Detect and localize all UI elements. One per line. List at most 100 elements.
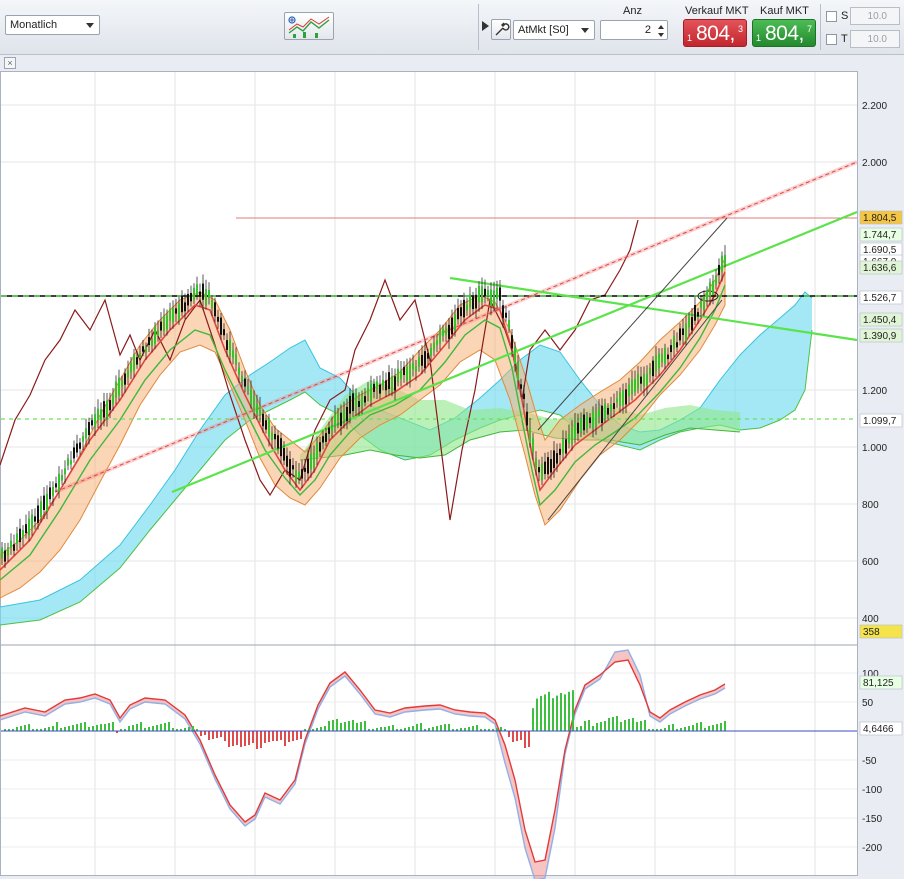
price-label-value: 1.450,4 bbox=[863, 315, 897, 326]
ichimoku-cloud-cyan bbox=[0, 292, 812, 625]
candle-body-71 bbox=[214, 302, 216, 317]
target-input[interactable]: 10.0 bbox=[850, 30, 900, 48]
histogram-bar-117 bbox=[472, 726, 474, 731]
candle-body-231 bbox=[694, 305, 696, 321]
histogram-bar-42 bbox=[172, 728, 174, 731]
momentum-line-darkred bbox=[0, 219, 639, 521]
histogram-bar-141 bbox=[568, 691, 570, 731]
histogram-bar-91 bbox=[368, 729, 370, 731]
candle-body-65 bbox=[196, 284, 198, 296]
buy-market-button[interactable]: 1 804, 7 bbox=[752, 19, 816, 47]
candle-body-180 bbox=[541, 463, 543, 481]
candle-body-106 bbox=[319, 442, 321, 452]
histogram-bar-168 bbox=[676, 729, 678, 731]
sell-label: Verkauf MKT bbox=[685, 5, 749, 17]
price-label-value: 1.526,7 bbox=[863, 293, 897, 304]
histogram-bar-160 bbox=[644, 720, 646, 731]
quantity-stepper[interactable]: 2 bbox=[600, 20, 668, 40]
histogram-bar-138 bbox=[556, 695, 558, 731]
stepper-arrows-icon[interactable] bbox=[657, 24, 665, 38]
histogram-bar-3 bbox=[16, 727, 18, 731]
price-tick-label: 1.200 bbox=[862, 386, 887, 397]
price-label-box bbox=[859, 624, 903, 639]
candle-body-49 bbox=[148, 337, 150, 346]
toolbar-divider bbox=[478, 4, 479, 50]
drawing-tools-button[interactable] bbox=[284, 12, 334, 40]
osc-label-box bbox=[859, 675, 903, 690]
candle-body-108 bbox=[325, 433, 327, 442]
candle-body-192 bbox=[577, 422, 579, 434]
histogram-bar-92 bbox=[372, 729, 374, 731]
chart-panel[interactable] bbox=[0, 71, 858, 876]
close-chart-icon[interactable]: × bbox=[4, 57, 16, 69]
candle-body-113 bbox=[340, 412, 342, 426]
candle-body-20 bbox=[61, 474, 63, 481]
candle-body-177 bbox=[532, 437, 534, 453]
histogram-bar-123 bbox=[496, 728, 498, 731]
candle-body-7 bbox=[22, 530, 24, 538]
histogram-bar-129 bbox=[520, 731, 522, 740]
histogram-bar-36 bbox=[148, 727, 150, 731]
candle-body-112 bbox=[337, 412, 339, 421]
candle-body-100 bbox=[301, 469, 303, 479]
osc-label-value: 81,125 bbox=[863, 678, 894, 689]
settings-wrench-button[interactable] bbox=[491, 19, 511, 40]
candle-body-62 bbox=[187, 293, 189, 306]
price-label-value: 1.099,7 bbox=[863, 416, 897, 427]
histogram-bar-65 bbox=[264, 731, 266, 743]
osc-tick-label: -100 bbox=[862, 785, 882, 796]
play-right-icon[interactable] bbox=[481, 20, 491, 32]
candle-body-176 bbox=[529, 427, 531, 444]
candle-body-143 bbox=[430, 347, 432, 356]
candle-body-38 bbox=[115, 381, 117, 398]
histogram-bar-171 bbox=[688, 726, 690, 731]
stop-input[interactable]: 10.0 bbox=[850, 7, 900, 25]
sell-market-button[interactable]: 1 804, 3 bbox=[683, 19, 747, 47]
candle-body-158 bbox=[475, 294, 477, 309]
histogram-bar-104 bbox=[420, 723, 422, 731]
candle-body-55 bbox=[166, 315, 168, 330]
stop-label: S bbox=[841, 10, 849, 22]
candle-body-33 bbox=[100, 409, 102, 421]
candle-body-189 bbox=[568, 433, 570, 444]
chart-tools-icon bbox=[288, 16, 330, 38]
green-cloud-edge bbox=[299, 427, 741, 461]
histogram-bar-158 bbox=[636, 722, 638, 731]
histogram-bar-29 bbox=[120, 729, 122, 731]
price-label-box bbox=[859, 328, 903, 343]
target-checkbox[interactable] bbox=[826, 34, 837, 45]
histogram-bar-116 bbox=[468, 727, 470, 731]
histogram-bar-84 bbox=[340, 723, 342, 731]
price-tick-label: 800 bbox=[862, 500, 879, 511]
histogram-bar-19 bbox=[80, 723, 82, 731]
timeframe-select[interactable]: Monatlich bbox=[5, 15, 100, 35]
candle-body-220 bbox=[661, 353, 663, 363]
candle-body-230 bbox=[691, 317, 693, 331]
histogram-bar-170 bbox=[684, 727, 686, 731]
histogram-bar-86 bbox=[348, 721, 350, 731]
histogram-bar-47 bbox=[192, 726, 194, 731]
stop-checkbox[interactable] bbox=[826, 11, 837, 22]
candle-body-191 bbox=[574, 422, 576, 438]
candle-body-22 bbox=[67, 458, 69, 466]
candle-body-125 bbox=[376, 381, 378, 390]
histogram-bar-14 bbox=[60, 728, 62, 731]
candle-body-19 bbox=[58, 473, 60, 492]
candle-body-204 bbox=[613, 403, 615, 409]
histogram-bar-152 bbox=[612, 717, 614, 731]
candle-body-223 bbox=[670, 345, 672, 353]
candle-body-111 bbox=[334, 414, 336, 426]
candle-body-162 bbox=[487, 289, 489, 296]
cloud-edge-top bbox=[0, 291, 813, 608]
wrench-icon bbox=[495, 22, 510, 36]
candle-body-14 bbox=[43, 495, 45, 511]
candle-body-226 bbox=[679, 328, 681, 341]
histogram-bar-136 bbox=[548, 691, 550, 731]
histogram-bar-180 bbox=[724, 721, 726, 731]
histogram-bar-149 bbox=[600, 722, 602, 731]
histogram-bar-13 bbox=[56, 722, 58, 731]
candle-body-173 bbox=[520, 384, 522, 389]
candle-body-218 bbox=[655, 355, 657, 372]
order-type-select[interactable]: AtMkt [S0] bbox=[513, 20, 595, 40]
candle-body-21 bbox=[64, 468, 66, 475]
